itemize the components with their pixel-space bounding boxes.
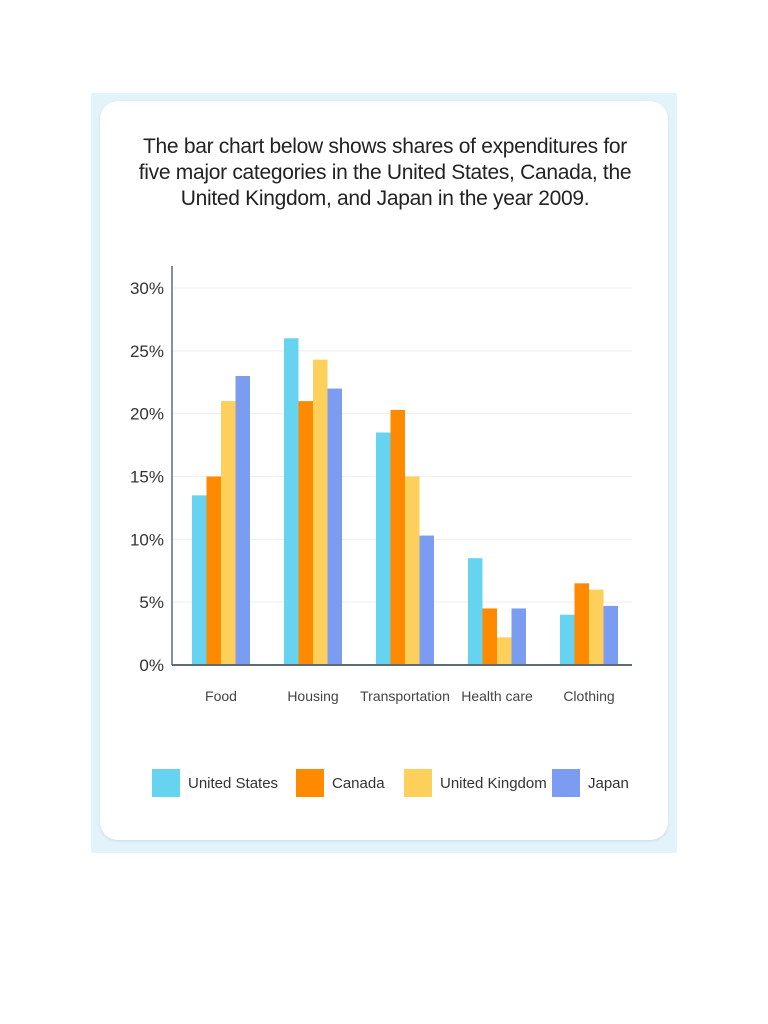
legend-label: Japan [588, 774, 629, 792]
bar-japan [603, 605, 618, 665]
bar-canada [206, 476, 221, 665]
bar-united-states [376, 432, 391, 665]
legend-item: Japan [552, 766, 629, 800]
y-tick-label: 15% [130, 468, 164, 487]
bar-united-states [560, 614, 575, 665]
legend-item: Canada [296, 766, 385, 800]
bar-united-kingdom [497, 637, 512, 665]
legend-swatch [552, 769, 580, 797]
bar-united-states [468, 558, 483, 665]
bar-canada [390, 409, 405, 665]
y-tick-label: 25% [130, 342, 164, 361]
x-tick-label: Health care [461, 688, 533, 704]
bar-japan [235, 375, 250, 665]
legend-label: United Kingdom [440, 774, 547, 792]
bar-canada [574, 583, 589, 665]
chart-title: The bar chart below shows shares of expe… [138, 135, 632, 210]
bar-united-states [284, 338, 299, 665]
bar-japan [511, 608, 526, 665]
bar-canada [298, 401, 313, 665]
x-tick-label: Transportation [360, 688, 450, 704]
x-tick-label: Food [205, 688, 237, 704]
bar-united-states [192, 495, 207, 665]
x-tick-label: Clothing [563, 688, 614, 704]
legend-label: United States [188, 774, 279, 792]
legend-swatch [296, 769, 324, 797]
bar-chart: 0% 5% 10% 15% 20% 25% 30% Food Housing Transporta… [130, 266, 632, 704]
x-tick-label: Housing [287, 688, 338, 704]
bar-japan [327, 388, 342, 665]
bar-japan [419, 535, 434, 665]
legend-item: United Kingdom [404, 766, 547, 800]
bar-canada [482, 608, 497, 665]
bar-united-kingdom [405, 476, 420, 665]
y-tick-label: 10% [130, 530, 164, 549]
legend-item: United States [152, 766, 278, 800]
bar-united-kingdom [313, 359, 328, 665]
y-tick-label: 0% [139, 656, 164, 675]
y-tick-label: 5% [139, 593, 164, 612]
legend-swatch [404, 769, 432, 797]
y-tick-label: 30% [130, 279, 164, 298]
bar-united-kingdom [589, 589, 604, 665]
chart-legend: United States Canada United Kingdom Japan [152, 766, 632, 800]
legend-label: Canada [332, 774, 385, 792]
legend-swatch [152, 769, 180, 797]
y-tick-label: 20% [130, 405, 164, 424]
bar-united-kingdom [221, 401, 236, 665]
